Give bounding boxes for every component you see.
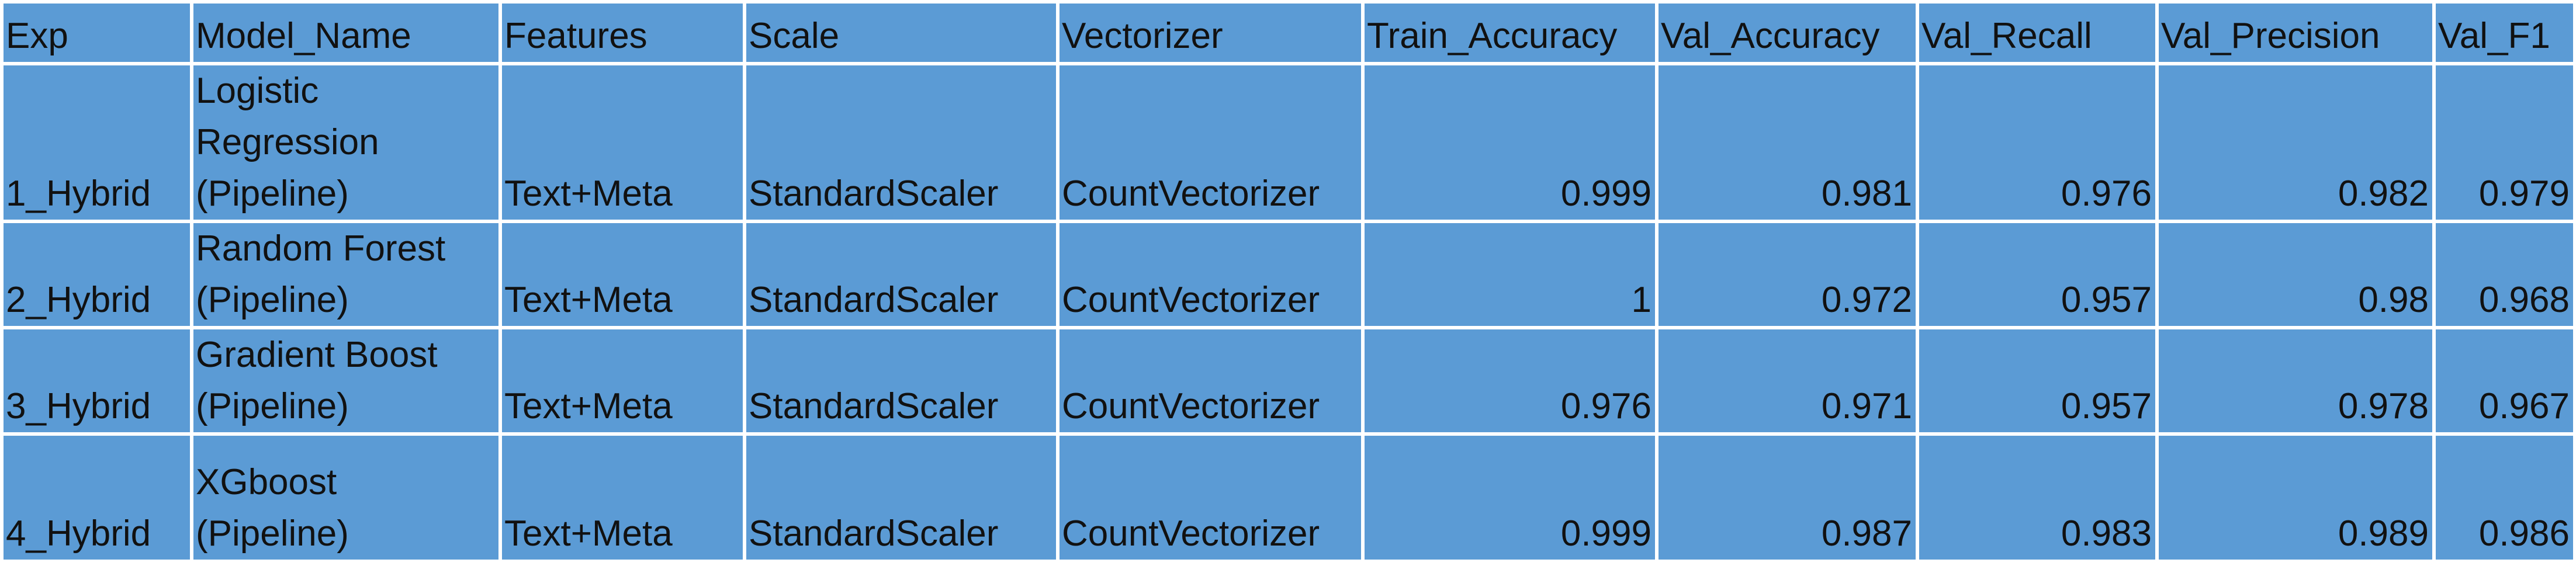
table-row: 2_Hybrid Random Forest (Pipeline) Text+M… xyxy=(0,220,2576,329)
header-cell-scale[interactable]: Scale xyxy=(743,0,1060,65)
cell-model-name[interactable]: XGboost (Pipeline) xyxy=(190,432,502,563)
cell-train-accuracy[interactable]: 0.976 xyxy=(1361,326,1659,436)
header-cell-val-accuracy[interactable]: Val_Accuracy xyxy=(1655,0,1919,65)
cell-val-f1[interactable]: 0.968 xyxy=(2432,220,2576,329)
cell-val-precision[interactable]: 0.982 xyxy=(2155,62,2436,223)
cell-model-name[interactable]: Logistic Regression (Pipeline) xyxy=(190,62,502,223)
cell-train-accuracy[interactable]: 0.999 xyxy=(1361,432,1659,563)
cell-val-precision[interactable]: 0.978 xyxy=(2155,326,2436,436)
cell-val-recall[interactable]: 0.983 xyxy=(1916,432,2159,563)
cell-model-name[interactable]: Gradient Boost (Pipeline) xyxy=(190,326,502,436)
header-cell-model-name[interactable]: Model_Name xyxy=(190,0,502,65)
table-row: 3_Hybrid Gradient Boost (Pipeline) Text+… xyxy=(0,326,2576,436)
cell-model-name[interactable]: Random Forest (Pipeline) xyxy=(190,220,502,329)
cell-exp[interactable]: 4_Hybrid xyxy=(0,432,193,563)
cell-train-accuracy[interactable]: 0.999 xyxy=(1361,62,1659,223)
table-row: 4_Hybrid XGboost (Pipeline) Text+Meta St… xyxy=(0,432,2576,563)
cell-vectorizer[interactable]: CountVectorizer xyxy=(1056,62,1365,223)
cell-exp[interactable]: 1_Hybrid xyxy=(0,62,193,223)
results-table: Exp Model_Name Features Scale Vectorizer… xyxy=(0,0,2576,563)
cell-vectorizer[interactable]: CountVectorizer xyxy=(1056,326,1365,436)
cell-features[interactable]: Text+Meta xyxy=(498,62,746,223)
cell-features[interactable]: Text+Meta xyxy=(498,326,746,436)
cell-val-recall[interactable]: 0.976 xyxy=(1916,62,2159,223)
table-row: 1_Hybrid Logistic Regression (Pipeline) … xyxy=(0,62,2576,223)
cell-scale[interactable]: StandardScaler xyxy=(743,62,1060,223)
cell-val-f1[interactable]: 0.986 xyxy=(2432,432,2576,563)
cell-val-accuracy[interactable]: 0.987 xyxy=(1655,432,1919,563)
cell-train-accuracy[interactable]: 1 xyxy=(1361,220,1659,329)
header-cell-features[interactable]: Features xyxy=(498,0,746,65)
cell-val-f1[interactable]: 0.967 xyxy=(2432,326,2576,436)
cell-vectorizer[interactable]: CountVectorizer xyxy=(1056,432,1365,563)
header-cell-val-recall[interactable]: Val_Recall xyxy=(1916,0,2159,65)
header-cell-val-f1[interactable]: Val_F1 xyxy=(2432,0,2576,65)
cell-val-accuracy[interactable]: 0.981 xyxy=(1655,62,1919,223)
cell-scale[interactable]: StandardScaler xyxy=(743,220,1060,329)
cell-val-f1[interactable]: 0.979 xyxy=(2432,62,2576,223)
cell-features[interactable]: Text+Meta xyxy=(498,220,746,329)
cell-features[interactable]: Text+Meta xyxy=(498,432,746,563)
cell-val-precision[interactable]: 0.98 xyxy=(2155,220,2436,329)
header-cell-vectorizer[interactable]: Vectorizer xyxy=(1056,0,1365,65)
cell-val-accuracy[interactable]: 0.972 xyxy=(1655,220,1919,329)
cell-exp[interactable]: 3_Hybrid xyxy=(0,326,193,436)
cell-scale[interactable]: StandardScaler xyxy=(743,432,1060,563)
header-cell-exp[interactable]: Exp xyxy=(0,0,193,65)
cell-val-precision[interactable]: 0.989 xyxy=(2155,432,2436,563)
cell-val-recall[interactable]: 0.957 xyxy=(1916,220,2159,329)
cell-vectorizer[interactable]: CountVectorizer xyxy=(1056,220,1365,329)
cell-val-accuracy[interactable]: 0.971 xyxy=(1655,326,1919,436)
header-row: Exp Model_Name Features Scale Vectorizer… xyxy=(0,0,2576,65)
cell-exp[interactable]: 2_Hybrid xyxy=(0,220,193,329)
header-cell-train-accuracy[interactable]: Train_Accuracy xyxy=(1361,0,1659,65)
cell-val-recall[interactable]: 0.957 xyxy=(1916,326,2159,436)
cell-scale[interactable]: StandardScaler xyxy=(743,326,1060,436)
header-cell-val-precision[interactable]: Val_Precision xyxy=(2155,0,2436,65)
